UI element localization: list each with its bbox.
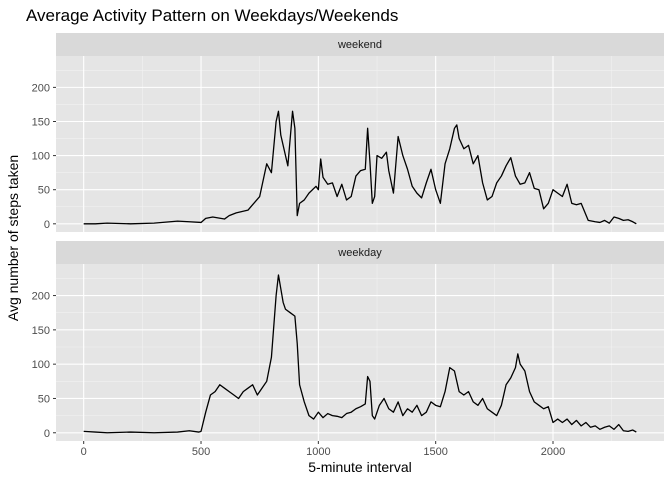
panel-background — [56, 56, 664, 232]
x-tick-label: 1500 — [423, 446, 447, 458]
series-line — [83, 110, 637, 225]
y-tick-label: 0 — [44, 428, 50, 440]
x-axis-title: 5-minute interval — [308, 459, 412, 475]
y-axis-title: Avg number of steps taken — [5, 155, 21, 321]
facet-label: weekday — [337, 247, 382, 259]
x-axis-ticks: 0 500 1000 1500 2000 — [81, 441, 565, 458]
facet-label: weekend — [337, 39, 382, 51]
panel-weekend: weekend 0 50 100 150 200 — [32, 33, 664, 232]
y-axis-ticks: 0 50 100 150 200 — [32, 291, 56, 440]
panel-background — [56, 264, 664, 441]
y-tick-label: 50 — [38, 393, 50, 405]
x-tick-label: 0 — [81, 446, 87, 458]
series-line — [83, 274, 637, 434]
y-tick-label: 150 — [32, 325, 50, 337]
y-tick-label: 200 — [32, 291, 50, 303]
chart-title: Average Activity Pattern on Weekdays/Wee… — [26, 6, 398, 25]
panel-grid — [56, 56, 664, 232]
y-tick-label: 200 — [32, 82, 50, 94]
y-tick-label: 50 — [38, 185, 50, 197]
x-tick-label: 2000 — [541, 446, 565, 458]
x-tick-label: 1000 — [306, 446, 330, 458]
facet-strip — [56, 33, 664, 56]
panel-weekday: weekday 0 50 100 150 200 — [32, 241, 664, 441]
y-tick-label: 0 — [44, 219, 50, 231]
y-tick-label: 150 — [32, 116, 50, 128]
facet-strip — [56, 241, 664, 264]
y-tick-label: 100 — [32, 359, 50, 371]
x-tick-label: 500 — [192, 446, 210, 458]
y-axis-ticks: 0 50 100 150 200 — [32, 82, 56, 231]
y-tick-label: 100 — [32, 151, 50, 163]
